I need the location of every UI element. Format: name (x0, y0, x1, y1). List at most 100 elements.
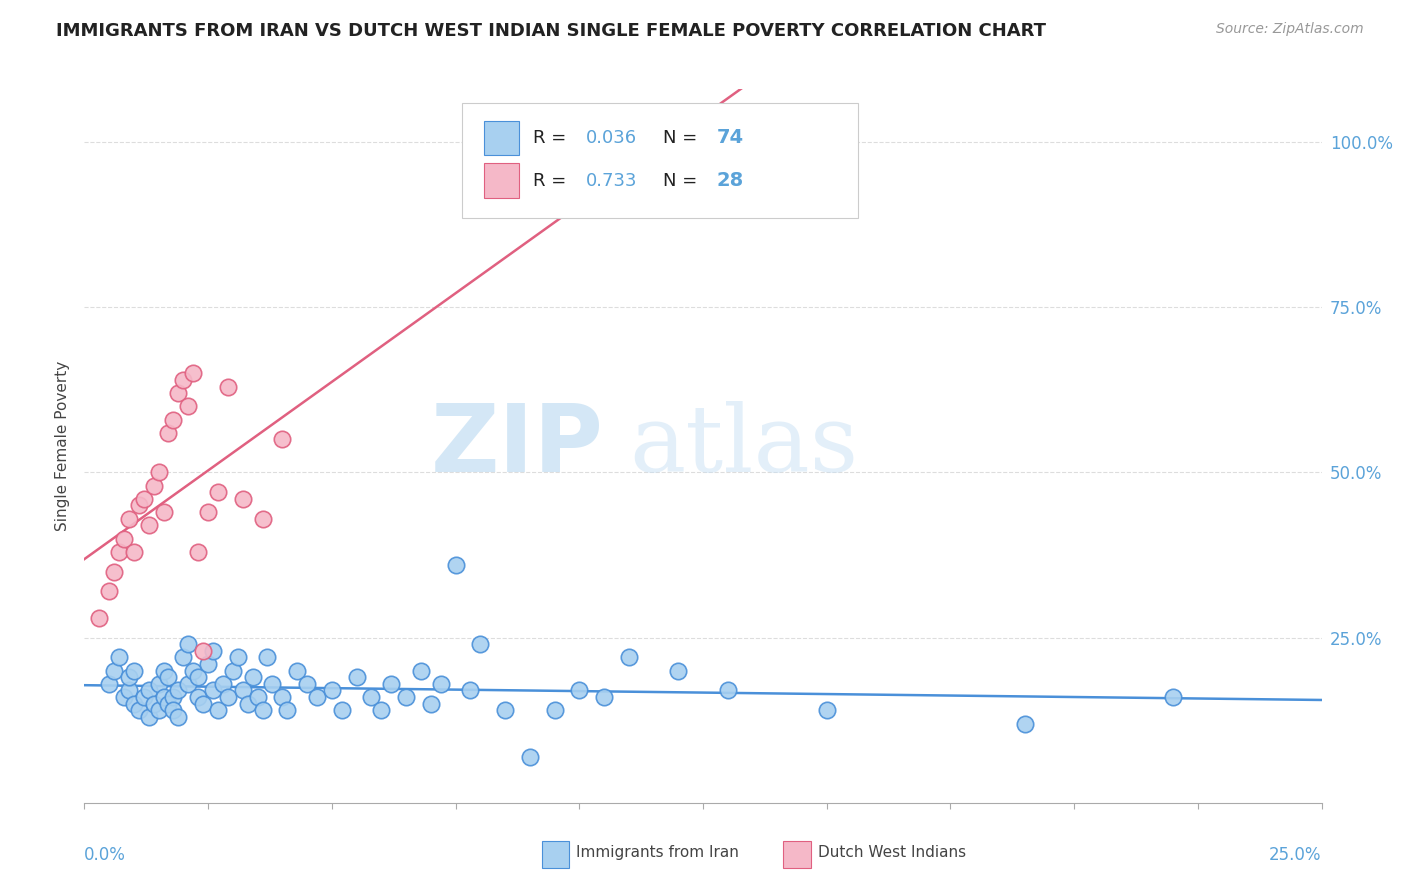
Point (380, 677, 402, 691)
Point (167, 710, 190, 724)
Point (167, 386, 190, 401)
FancyBboxPatch shape (461, 103, 858, 218)
Point (202, 644, 225, 658)
Point (346, 670, 368, 684)
Point (1014, 716, 1036, 731)
Point (285, 664, 308, 678)
Point (162, 690, 184, 704)
Text: Immigrants from Iran: Immigrants from Iran (575, 846, 738, 860)
Text: 25.0%: 25.0% (1270, 846, 1322, 863)
Point (177, 637, 200, 651)
Point (242, 670, 264, 684)
Point (172, 650, 194, 665)
Point (444, 558, 467, 572)
Point (118, 511, 141, 525)
Point (138, 518, 160, 533)
Text: 0.733: 0.733 (585, 171, 637, 189)
Point (181, 367, 204, 381)
Point (122, 545, 145, 559)
FancyBboxPatch shape (484, 120, 519, 155)
Point (157, 697, 180, 711)
Point (246, 690, 269, 704)
Point (460, 683, 482, 698)
Point (409, 664, 432, 678)
Point (236, 697, 259, 711)
Point (148, 466, 170, 480)
Point (167, 683, 190, 698)
Text: 74: 74 (717, 128, 744, 147)
Point (568, 683, 591, 698)
Text: Source: ZipAtlas.com: Source: ZipAtlas.com (1216, 22, 1364, 37)
Point (118, 670, 141, 684)
Point (643, 135, 665, 149)
Point (666, 664, 689, 678)
Point (217, 690, 239, 704)
Point (617, 650, 640, 665)
Point (1161, 690, 1184, 704)
Point (207, 703, 229, 717)
Text: N =: N = (664, 128, 703, 146)
Text: 0.036: 0.036 (585, 128, 637, 146)
Point (98, 677, 121, 691)
Point (152, 664, 174, 678)
Text: R =: R = (533, 128, 572, 146)
Point (162, 703, 184, 717)
Point (226, 650, 249, 665)
Point (321, 683, 343, 698)
Point (157, 670, 180, 684)
Point (202, 683, 225, 698)
Point (138, 710, 160, 724)
Point (370, 703, 392, 717)
Point (128, 499, 150, 513)
Point (543, 703, 565, 717)
Point (252, 511, 274, 525)
Point (187, 690, 209, 704)
FancyBboxPatch shape (484, 163, 519, 198)
FancyBboxPatch shape (783, 841, 811, 869)
Text: Dutch West Indians: Dutch West Indians (818, 846, 966, 860)
Point (177, 400, 200, 414)
Point (494, 703, 516, 717)
Point (98, 584, 121, 599)
Point (181, 664, 204, 678)
Text: N =: N = (664, 171, 703, 189)
Point (419, 697, 441, 711)
Text: IMMIGRANTS FROM IRAN VS DUTCH WEST INDIAN SINGLE FEMALE POVERTY CORRELATION CHAR: IMMIGRANTS FROM IRAN VS DUTCH WEST INDIA… (56, 22, 1046, 40)
Text: ZIP: ZIP (432, 400, 605, 492)
Point (128, 703, 150, 717)
Point (122, 697, 145, 711)
Point (330, 703, 353, 717)
Point (197, 505, 219, 519)
Point (429, 677, 451, 691)
Point (271, 690, 294, 704)
Point (470, 637, 492, 651)
Point (108, 545, 131, 559)
FancyBboxPatch shape (543, 841, 569, 869)
Point (118, 683, 141, 698)
Point (148, 677, 170, 691)
Point (212, 677, 235, 691)
Point (360, 690, 382, 704)
Point (122, 664, 145, 678)
Point (717, 683, 740, 698)
Point (232, 683, 254, 698)
Point (262, 677, 284, 691)
Point (217, 379, 239, 393)
Point (103, 664, 125, 678)
Point (162, 412, 184, 426)
Point (152, 690, 174, 704)
Point (148, 703, 170, 717)
Point (187, 670, 209, 684)
Point (295, 677, 318, 691)
Y-axis label: Single Female Poverty: Single Female Poverty (55, 361, 70, 531)
Text: 0.0%: 0.0% (84, 846, 127, 863)
Point (593, 690, 616, 704)
Text: R =: R = (533, 171, 572, 189)
Point (172, 373, 194, 387)
Point (132, 491, 155, 506)
Point (207, 485, 229, 500)
Point (305, 690, 328, 704)
Point (519, 749, 541, 764)
Point (112, 690, 135, 704)
Point (138, 683, 160, 698)
